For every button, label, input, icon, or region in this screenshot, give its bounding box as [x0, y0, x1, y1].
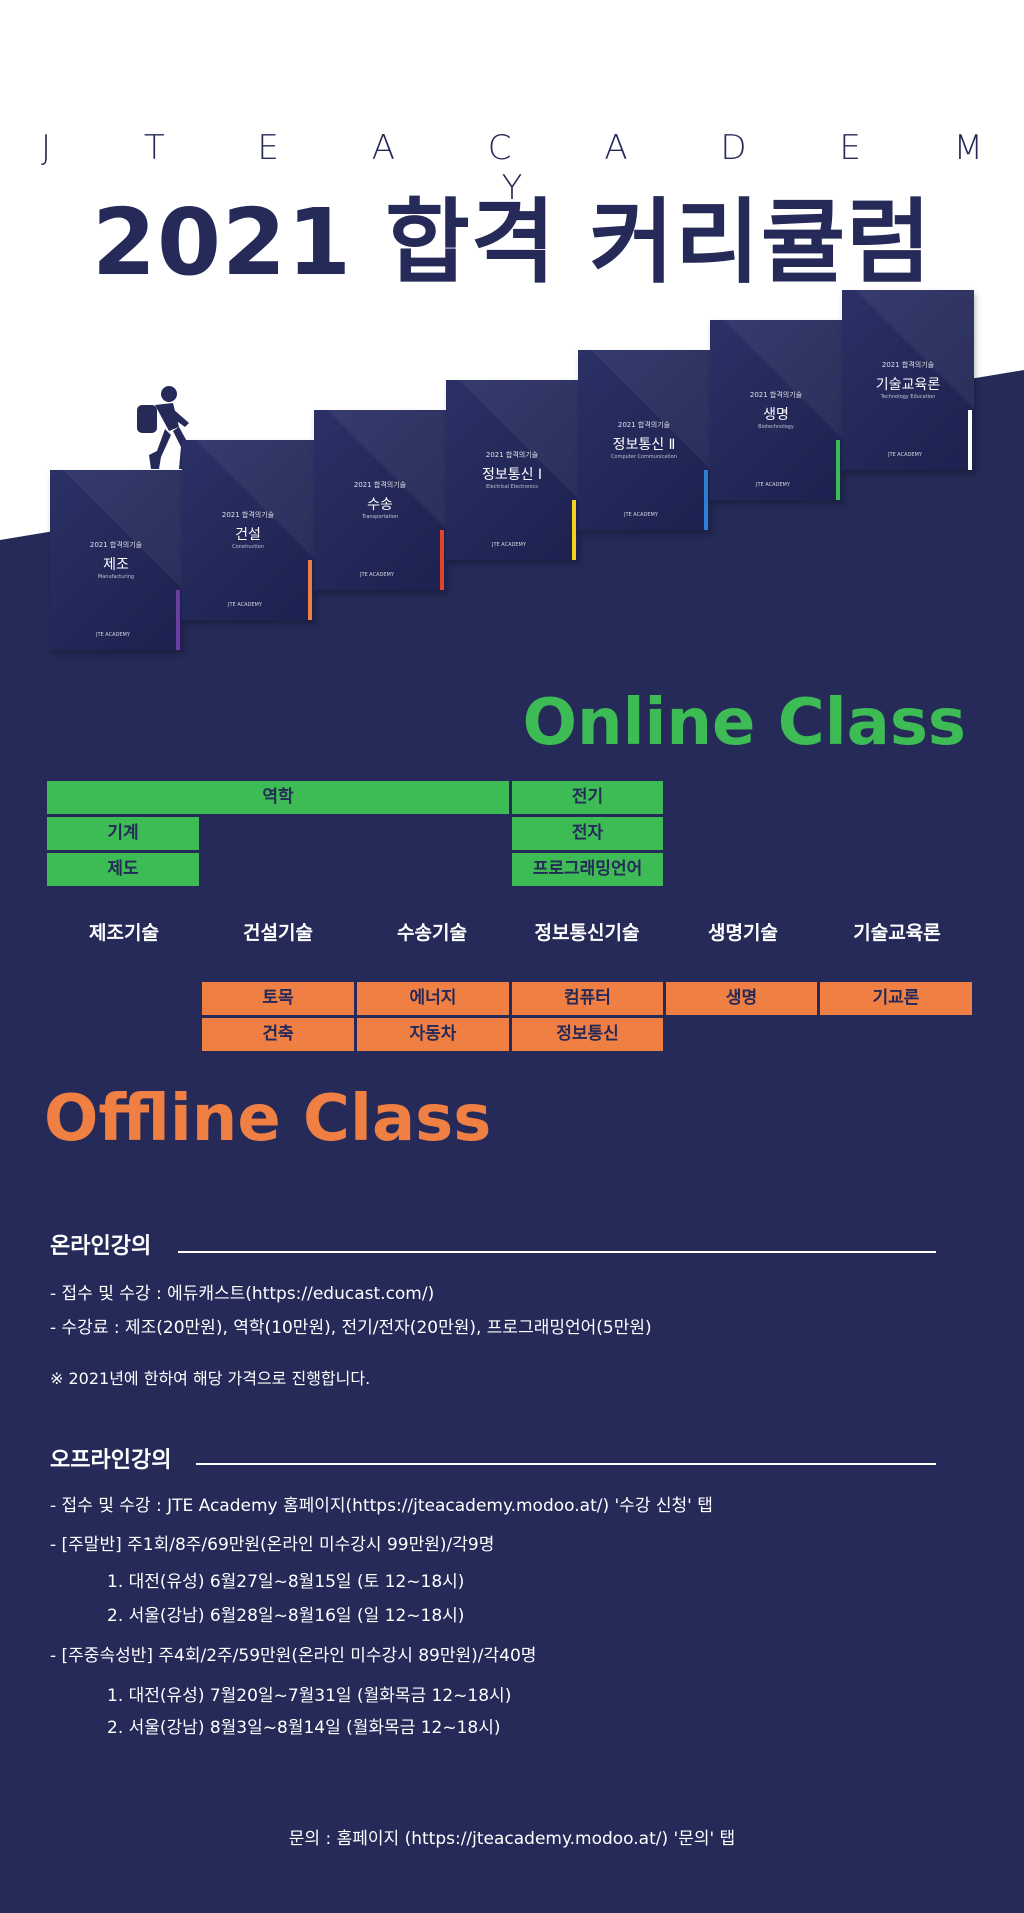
online-subject-programming: 프로그래밍언어	[512, 853, 663, 886]
offline-subject-energy: 에너지	[357, 982, 509, 1015]
book-logo: JTE ACADEMY	[96, 632, 130, 638]
book-title: 기술교육론	[875, 377, 941, 393]
offline-lecture-registration: - 접수 및 수강 : JTE Academy 홈페이지(https://jte…	[50, 1496, 713, 1516]
book-subtitle: Transportation	[361, 514, 399, 520]
book-manufacturing: 2021 합격의기술 제조 Manufacturing JTE ACADEMY	[50, 470, 182, 650]
book-color-stripe	[968, 410, 972, 470]
offline-subject-life: 생명	[666, 982, 817, 1015]
offline-subject-automobile: 자동차	[357, 1018, 509, 1051]
online-subject-machine: 기계	[47, 817, 199, 850]
offline-weekend-seoul: 2. 서울(강남) 6월28일~8월16일 (일 12~18시)	[107, 1606, 465, 1626]
book-year: 2021 합격의기술	[749, 391, 803, 399]
category-manufacturing: 제조기술	[89, 922, 159, 944]
book-subtitle: Manufacturing	[97, 574, 135, 580]
contact-info: 문의 : 홈페이지 (https://jteacademy.modoo.at/)…	[288, 1829, 736, 1849]
book-logo: JTE ACADEMY	[888, 452, 922, 458]
book-logo: JTE ACADEMY	[360, 572, 394, 578]
book-color-stripe	[308, 560, 312, 620]
book-construction: 2021 합격의기술 건설 Construction JTE ACADEMY	[182, 440, 314, 620]
navy-background	[0, 640, 1024, 1913]
offline-weekend-class: - [주말반] 주1회/8주/69만원(온라인 미수강시 99만원)/각9명	[50, 1535, 495, 1555]
book-year: 2021 합격의기술	[221, 511, 275, 519]
book-subtitle: Computer Communication	[611, 454, 677, 460]
online-subject-mechanics: 역학	[47, 781, 509, 814]
book-infocomm-1: 2021 합격의기술 정보통신 Ⅰ Electrical Electronics…	[446, 380, 578, 560]
book-color-stripe	[572, 500, 576, 560]
book-year: 2021 합격의기술	[881, 361, 935, 369]
book-title: 수송	[367, 497, 393, 513]
category-biotech: 생명기술	[708, 922, 778, 944]
book-transportation: 2021 합격의기술 수송 Transportation JTE ACADEMY	[314, 410, 446, 590]
offline-weekend-daejeon: 1. 대전(유성) 6월27일~8월15일 (토 12~18시)	[107, 1572, 465, 1592]
book-subtitle: Construction	[232, 544, 264, 550]
offline-lecture-heading: 오프라인강의	[50, 1448, 172, 1473]
online-lecture-heading: 온라인강의	[50, 1234, 152, 1259]
online-lecture-note: ※ 2021년에 한하여 해당 가격으로 진행합니다.	[50, 1369, 371, 1388]
book-tech-education: 2021 합격의기술 기술교육론 Technology Education JT…	[842, 290, 974, 470]
book-subtitle: Biotechnology	[758, 424, 794, 430]
section-divider	[178, 1251, 936, 1253]
online-lecture-registration: - 접수 및 수강 : 에듀캐스트(https://educast.com/)	[50, 1284, 435, 1304]
book-logo: JTE ACADEMY	[228, 602, 262, 608]
book-title: 정보통신 Ⅰ	[481, 467, 543, 483]
book-title: 생명	[763, 407, 789, 423]
category-construction: 건설기술	[243, 922, 313, 944]
offline-intensive-class: - [주중속성반] 주4회/2주/59만원(온라인 미수강시 89만원)/각40…	[50, 1646, 537, 1666]
brand-name: J T E A C A D E M Y	[41, 128, 1024, 208]
offline-subject-computer: 컴퓨터	[512, 982, 663, 1015]
page-title: 2021 합격 커리큘럼	[92, 189, 932, 296]
book-year: 2021 합격의기술	[353, 481, 407, 489]
offline-subject-infocomm: 정보통신	[512, 1018, 663, 1051]
online-subject-electric: 전기	[512, 781, 663, 814]
offline-subject-architecture: 건축	[202, 1018, 354, 1051]
book-year: 2021 합격의기술	[617, 421, 671, 429]
offline-intensive-seoul: 2. 서울(강남) 8월3일~8월14일 (월화목금 12~18시)	[107, 1718, 501, 1738]
book-title: 정보통신 Ⅱ	[612, 437, 676, 453]
book-subtitle: Electrical Electronics	[486, 484, 538, 490]
offline-subject-civil: 토목	[202, 982, 354, 1015]
book-logo: JTE ACADEMY	[492, 542, 526, 548]
book-title: 건설	[235, 527, 261, 543]
category-transportation: 수송기술	[397, 922, 467, 944]
category-infocomm: 정보통신기술	[534, 922, 640, 944]
online-subject-drafting: 제도	[47, 853, 199, 886]
book-color-stripe	[836, 440, 840, 500]
category-tech-education: 기술교육론	[853, 922, 941, 944]
book-biotech: 2021 합격의기술 생명 Biotechnology JTE ACADEMY	[710, 320, 842, 500]
online-lecture-fees: - 수강료 : 제조(20만원), 역학(10만원), 전기/전자(20만원),…	[50, 1318, 652, 1338]
book-subtitle: Technology Education	[880, 394, 936, 400]
book-logo: JTE ACADEMY	[624, 512, 658, 518]
offline-subject-theory: 기교론	[820, 982, 972, 1015]
book-year: 2021 합격의기술	[89, 541, 143, 549]
book-color-stripe	[704, 470, 708, 530]
online-class-title: Online Class	[522, 686, 966, 760]
book-year: 2021 합격의기술	[485, 451, 539, 459]
book-infocomm-2: 2021 합격의기술 정보통신 Ⅱ Computer Communication…	[578, 350, 710, 530]
book-color-stripe	[176, 590, 180, 650]
online-subject-electronics: 전자	[512, 817, 663, 850]
section-divider	[196, 1463, 936, 1465]
book-color-stripe	[440, 530, 444, 590]
offline-intensive-daejeon: 1. 대전(유성) 7월20일~7월31일 (월화목금 12~18시)	[107, 1686, 512, 1706]
offline-class-title: Offline Class	[44, 1082, 492, 1156]
book-logo: JTE ACADEMY	[756, 482, 790, 488]
book-title: 제조	[103, 557, 129, 573]
